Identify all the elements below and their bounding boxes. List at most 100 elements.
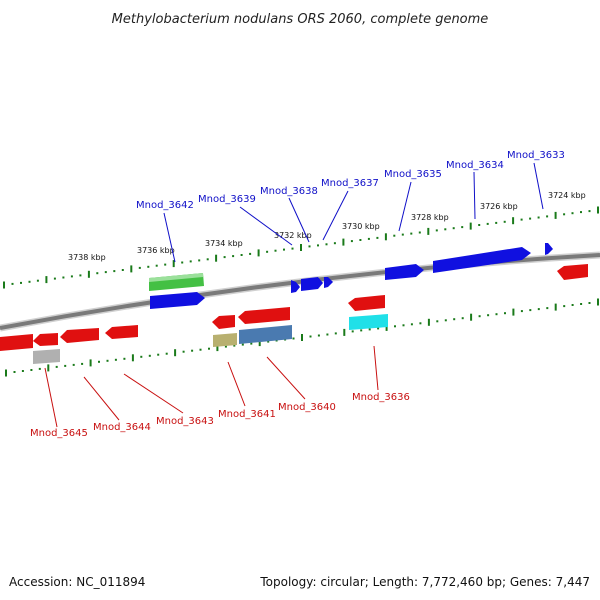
gene-arrow-cyan[interactable] [349, 314, 388, 330]
tick-track-upper [3, 206, 599, 289]
tick-minor [181, 261, 184, 264]
tick-minor [529, 217, 532, 220]
tick-minor [588, 210, 591, 213]
tick-minor [478, 315, 481, 318]
gene-arrow-blue[interactable] [291, 280, 300, 293]
gene-arrow-steelblue[interactable] [239, 325, 292, 344]
tick-minor [206, 258, 209, 261]
gene-label[interactable]: Mnod_3636 [352, 392, 410, 403]
gene-arrow-red[interactable] [33, 333, 58, 346]
gene-arrow-gray[interactable] [33, 349, 60, 364]
tick-minor [155, 264, 158, 267]
tick-minor [571, 304, 574, 306]
genome-summary-text: Topology: circular; Length: 7,772,460 bp… [259, 575, 590, 589]
tick-minor [452, 227, 455, 230]
tick-major [512, 217, 515, 225]
tick-major [469, 222, 472, 230]
kbp-label: 3728 kbp [411, 213, 449, 222]
tick-minor [148, 354, 151, 357]
tick-major [131, 354, 134, 362]
tick-minor [11, 282, 14, 285]
tick-minor [317, 334, 320, 337]
tick-major [47, 364, 50, 372]
gene-label[interactable]: Mnod_3643 [156, 416, 214, 427]
tick-minor [394, 325, 396, 328]
tick-minor [563, 305, 566, 308]
accession-text: Accession: NC_011894 [9, 575, 145, 589]
tick-minor [28, 280, 31, 283]
tick-minor [104, 271, 107, 274]
tick-minor [444, 319, 447, 322]
tick-minor [410, 323, 413, 326]
tick-minor [334, 332, 337, 335]
tick-minor [240, 254, 243, 256]
gene-arrow-red[interactable] [0, 334, 33, 351]
gene-arrow-blue[interactable] [301, 277, 323, 291]
gene-arrow-blue[interactable] [545, 243, 553, 255]
gene-label[interactable]: Mnod_3642 [136, 200, 194, 211]
tick-minor [13, 371, 16, 373]
tick-minor [62, 276, 65, 279]
tick-minor [520, 310, 523, 313]
tick-minor [444, 228, 447, 231]
tick-minor [292, 337, 295, 340]
tick-major [597, 206, 599, 214]
tick-minor [249, 252, 252, 255]
tick-minor [283, 248, 285, 251]
tick-minor [291, 247, 294, 250]
forward-gene-labels: Mnod_3642 Mnod_3639 Mnod_3638 Mnod_3637 … [136, 150, 565, 211]
gene-label[interactable]: Mnod_3640 [278, 402, 336, 413]
tick-minor [402, 324, 405, 327]
gene-label[interactable]: Mnod_3634 [446, 160, 504, 171]
gene-label[interactable]: Mnod_3639 [198, 194, 256, 205]
tick-major [301, 334, 303, 341]
tick-major [216, 344, 219, 352]
gene-label[interactable]: Mnod_3638 [260, 186, 318, 197]
tick-major [384, 233, 387, 241]
gene-arrow-red[interactable] [212, 315, 235, 329]
gene-arrow-red[interactable] [238, 307, 290, 324]
tick-major [257, 249, 260, 257]
gene-arrow-red[interactable] [557, 264, 588, 280]
tick-minor [487, 314, 490, 317]
tick-minor [274, 249, 277, 252]
reverse-gene-labels: Mnod_3645 Mnod_3644 Mnod_3643 Mnod_3641 … [30, 392, 410, 439]
gene-arrow-red[interactable] [60, 328, 99, 343]
tick-minor [453, 318, 456, 321]
tick-minor [401, 233, 404, 236]
gene-label[interactable]: Mnod_3641 [218, 409, 276, 420]
gene-arrow-red[interactable] [348, 295, 385, 311]
kbp-label: 3732 kbp [274, 231, 312, 240]
tick-major [172, 260, 175, 268]
tick-minor [546, 215, 549, 218]
tick-minor [529, 309, 532, 312]
tick-minor [580, 211, 582, 214]
tick-minor [325, 243, 328, 246]
gene-arrow-blue[interactable] [150, 292, 205, 309]
gene-arrow-blue[interactable] [433, 247, 531, 273]
tick-minor [520, 218, 523, 221]
gene-label[interactable]: Mnod_3637 [321, 178, 379, 189]
tick-minor [308, 245, 311, 248]
tick-minor [326, 333, 329, 336]
gene-label[interactable]: Mnod_3635 [384, 169, 442, 180]
gene-label[interactable]: Mnod_3645 [30, 428, 88, 439]
forward-label-leaders [163, 162, 544, 263]
kbp-label: 3736 kbp [137, 246, 175, 255]
gene-arrow-olive[interactable] [213, 333, 237, 347]
kbp-label: 3726 kbp [480, 202, 518, 211]
gene-label[interactable]: Mnod_3644 [93, 422, 151, 433]
tick-minor [317, 244, 319, 247]
gene-label[interactable]: Mnod_3633 [507, 150, 565, 161]
tick-minor [223, 256, 226, 259]
tick-minor [20, 281, 22, 284]
gene-arrow-blue[interactable] [385, 264, 424, 280]
tick-major [300, 244, 302, 251]
tick-minor [275, 339, 278, 342]
tick-minor [64, 364, 67, 367]
gene-arrow-red[interactable] [105, 325, 138, 339]
gene-arrow-blue[interactable] [324, 277, 333, 288]
tick-minor [79, 274, 82, 277]
tick-minor [198, 259, 201, 262]
